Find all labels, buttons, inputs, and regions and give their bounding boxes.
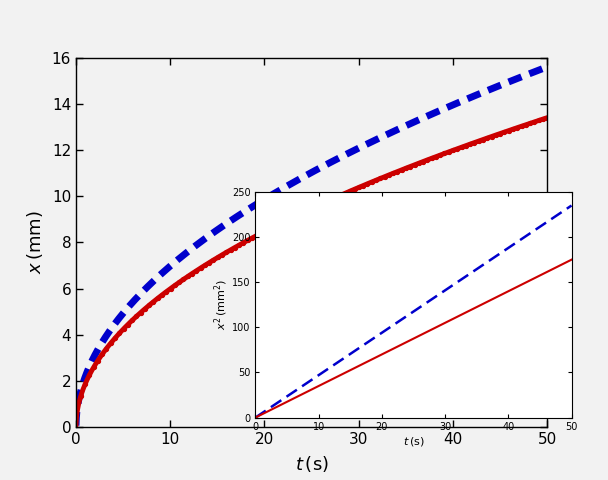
Y-axis label: $x\,\mathrm{(mm)}$: $x\,\mathrm{(mm)}$ [25, 211, 45, 274]
Y-axis label: $x^2\,\mathrm{(mm^2)}$: $x^2\,\mathrm{(mm^2)}$ [213, 279, 230, 330]
X-axis label: $t\,\mathrm{(s)}$: $t\,\mathrm{(s)}$ [295, 454, 328, 474]
X-axis label: $t\,\mathrm{(s)}$: $t\,\mathrm{(s)}$ [402, 435, 424, 448]
